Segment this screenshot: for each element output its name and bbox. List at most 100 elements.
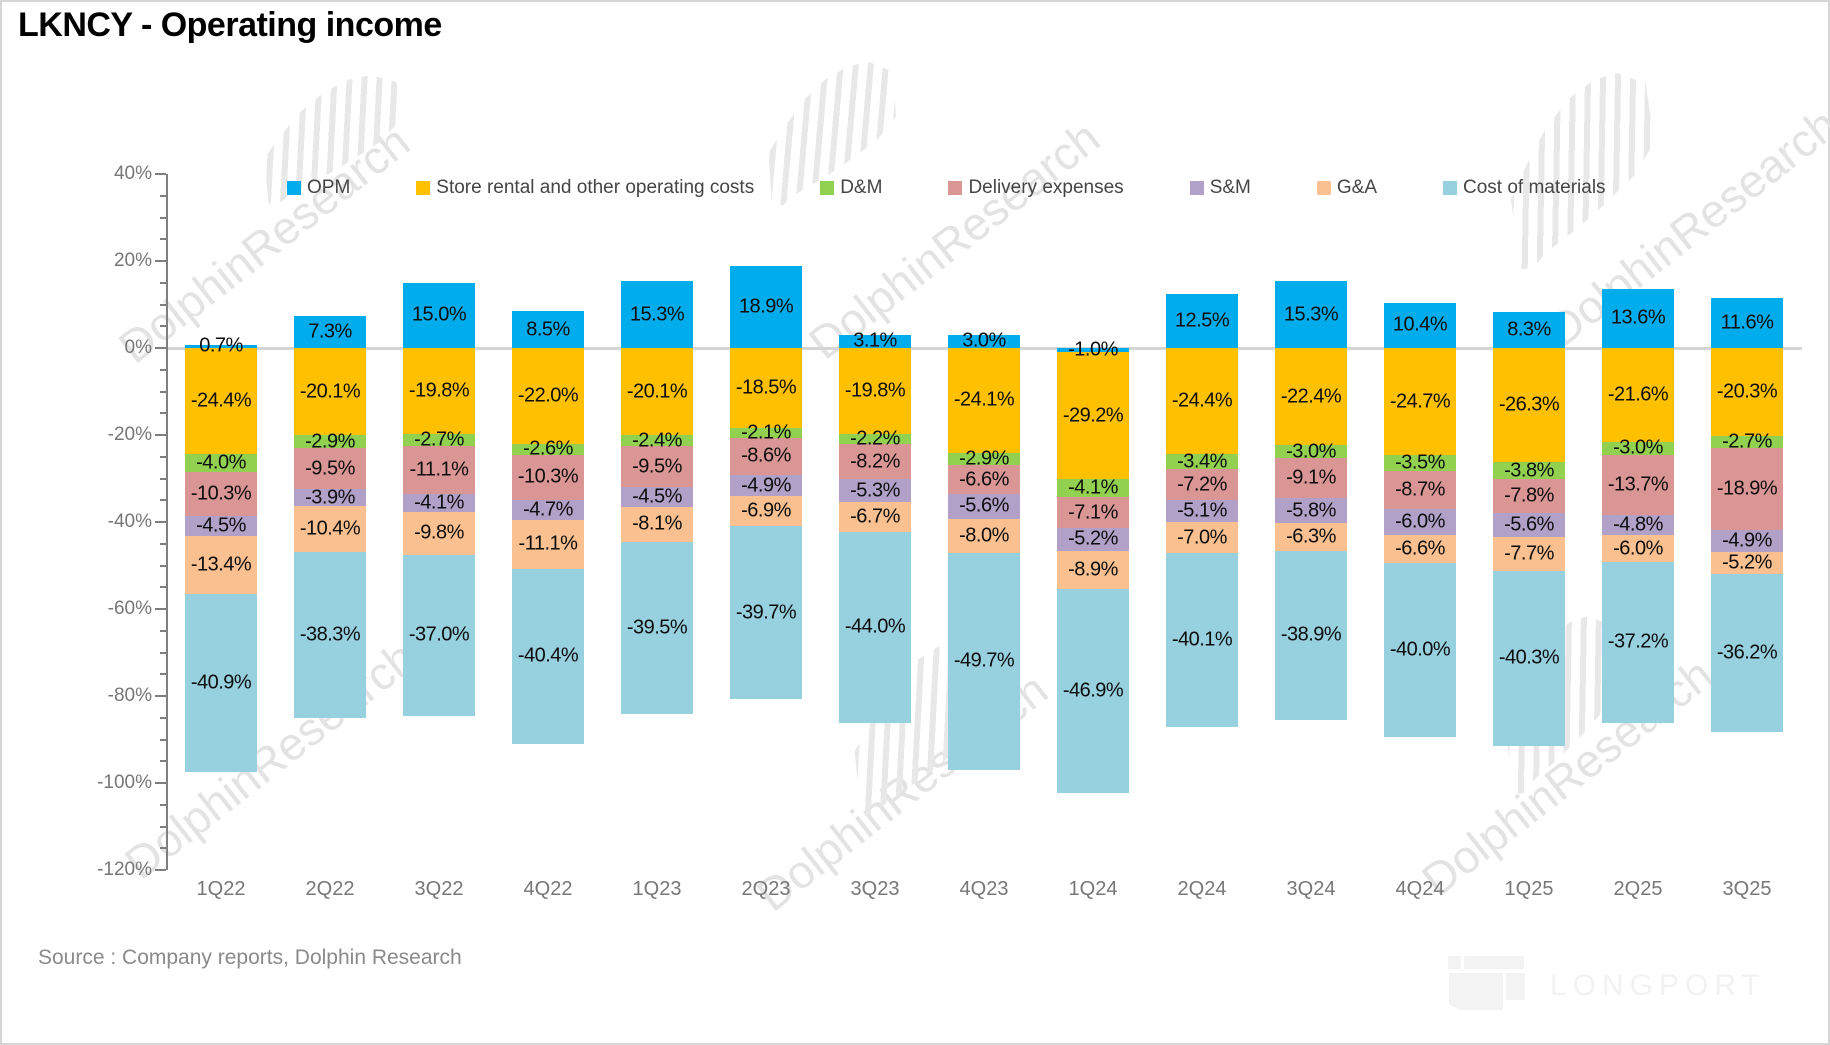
y-axis-line [166,174,168,870]
y-major-tick [155,869,166,871]
bar-label-delivery-expenses-2Q24: -7.2% [1177,473,1227,496]
bar-segment-store-rental-4Q24 [1384,348,1456,456]
y-minor-tick [160,586,166,589]
bar-segment-opm-1Q25 [1493,311,1565,348]
bar-segment-g-and-a-2Q24 [1166,522,1238,553]
bar-segment-store-rental-4Q22 [512,348,584,444]
y-major-tick [155,434,166,436]
x-tick-label: 4Q23 [959,878,1009,900]
bar-label-delivery-expenses-1Q25: -7.8% [1504,484,1554,507]
bar-segment-s-and-m-1Q25 [1493,512,1565,538]
bar-label-store-rental-3Q23: -19.8% [844,379,906,402]
bar-segment-g-and-a-2Q25 [1602,535,1674,562]
bar-segment-delivery-expenses-2Q24 [1166,468,1238,501]
legend-label-cost-of-materials: Cost of materials [1463,177,1606,198]
longport-logo-column-icon [1506,973,1525,1000]
x-tick-label: 1Q24 [1068,878,1118,900]
bar-segment-d-and-m-2Q24 [1166,454,1238,469]
bar-label-delivery-expenses-3Q23: -8.2% [850,450,900,473]
y-minor-tick [160,194,166,197]
bar-label-delivery-expenses-4Q23: -6.6% [959,468,1009,491]
y-minor-tick [160,281,166,284]
y-tick-label: -100% [97,772,152,793]
chart-title: LKNCY - Operating income [18,6,442,44]
bar-label-s-and-m-2Q24: -5.1% [1177,499,1227,522]
y-tick-label: -40% [107,511,152,532]
bar-segment-delivery-expenses-3Q24 [1275,458,1347,499]
bar-segment-cost-of-materials-1Q24 [1057,589,1129,794]
bar-label-d-and-m-2Q22: -2.9% [305,430,355,453]
legend-item-cost-of-materials: Cost of materials [1443,177,1606,199]
bar-label-d-and-m-1Q23: -2.4% [632,429,682,452]
bar-segment-store-rental-1Q22 [185,348,257,455]
bar-segment-s-and-m-2Q25 [1602,514,1674,536]
bar-segment-s-and-m-3Q25 [1711,530,1783,552]
y-major-tick [155,173,166,175]
bar-label-opm-2Q25: 13.6% [1610,306,1666,329]
bar-segment-delivery-expenses-1Q24 [1057,497,1129,529]
bar-segment-store-rental-4Q23 [948,348,1020,453]
y-tick-label: -20% [107,424,152,445]
bar-segment-cost-of-materials-2Q23 [730,526,802,700]
x-tick-label: 3Q24 [1286,878,1336,900]
y-minor-tick [160,716,166,719]
y-major-tick [155,782,166,784]
bar-segment-d-and-m-1Q24 [1057,479,1129,498]
bar-segment-d-and-m-2Q22 [294,435,366,449]
x-tick-label: 1Q25 [1504,878,1554,900]
bar-label-d-and-m-1Q25: -3.8% [1504,459,1554,482]
bar-label-s-and-m-1Q25: -5.6% [1504,513,1554,536]
bar-label-s-and-m-3Q22: -4.1% [414,491,464,514]
bar-segment-s-and-m-3Q24 [1275,498,1347,524]
bar-segment-cost-of-materials-1Q22 [185,594,257,773]
bar-segment-cost-of-materials-2Q24 [1166,552,1238,728]
bar-segment-g-and-a-1Q25 [1493,537,1565,571]
bar-label-cost-of-materials-1Q25: -40.3% [1498,646,1560,669]
x-tick-label: 1Q22 [196,878,246,900]
bar-segment-opm-3Q24 [1275,281,1347,348]
bar-segment-s-and-m-1Q22 [185,516,257,536]
bar-label-d-and-m-3Q25: -2.7% [1722,430,1772,453]
bar-segment-opm-1Q23 [621,281,693,348]
bar-label-store-rental-1Q25: -26.3% [1498,393,1560,416]
bar-label-store-rental-3Q24: -22.4% [1280,385,1342,408]
bar-segment-s-and-m-4Q24 [1384,508,1456,535]
bar-label-store-rental-3Q25: -20.3% [1716,380,1778,403]
bar-segment-store-rental-3Q23 [839,348,911,435]
y-major-tick [155,260,166,262]
bar-label-store-rental-2Q23: -18.5% [735,376,797,399]
bar-label-opm-4Q22: 8.5% [526,318,570,340]
x-tick-label: 4Q22 [523,878,573,900]
y-minor-tick [160,325,166,328]
bar-label-store-rental-4Q22: -22.0% [517,384,579,407]
bar-label-cost-of-materials-2Q24: -40.1% [1171,628,1233,651]
bar-segment-d-and-m-4Q24 [1384,455,1456,471]
y-minor-tick [160,803,166,806]
bar-label-cost-of-materials-4Q23: -49.7% [953,649,1015,672]
bar-segment-s-and-m-4Q23 [948,494,1020,519]
longport-logo-bar-icon [1464,956,1524,969]
bar-label-s-and-m-2Q23: -4.9% [741,474,791,497]
x-tick-label: 2Q23 [741,878,791,900]
bar-segment-g-and-a-3Q23 [839,502,911,532]
y-minor-tick [160,673,166,676]
bar-segment-s-and-m-1Q24 [1057,528,1129,551]
bar-label-opm-2Q22: 7.3% [308,320,352,343]
bar-label-cost-of-materials-1Q22: -40.9% [190,671,252,694]
longport-logo-square-icon [1448,956,1461,969]
bar-label-cost-of-materials-2Q23: -39.7% [735,601,797,624]
bar-segment-d-and-m-1Q25 [1493,462,1565,479]
bar-label-s-and-m-1Q24: -5.2% [1068,527,1118,550]
bar-label-delivery-expenses-2Q22: -9.5% [305,457,355,480]
bar-label-s-and-m-3Q25: -4.9% [1722,529,1772,552]
bar-label-g-and-a-3Q25: -5.2% [1722,551,1772,574]
bar-segment-store-rental-2Q24 [1166,348,1238,455]
y-minor-tick [160,412,166,415]
bar-segment-delivery-expenses-2Q23 [730,437,802,476]
bar-label-cost-of-materials-3Q22: -37.0% [408,623,470,646]
legend-label-delivery-expenses: Delivery expenses [968,177,1124,198]
bar-segment-delivery-expenses-3Q25 [1711,448,1783,531]
bar-label-d-and-m-2Q25: -3.0% [1613,436,1663,459]
bar-label-store-rental-3Q22: -19.8% [408,379,470,402]
bar-segment-delivery-expenses-4Q22 [512,455,584,500]
